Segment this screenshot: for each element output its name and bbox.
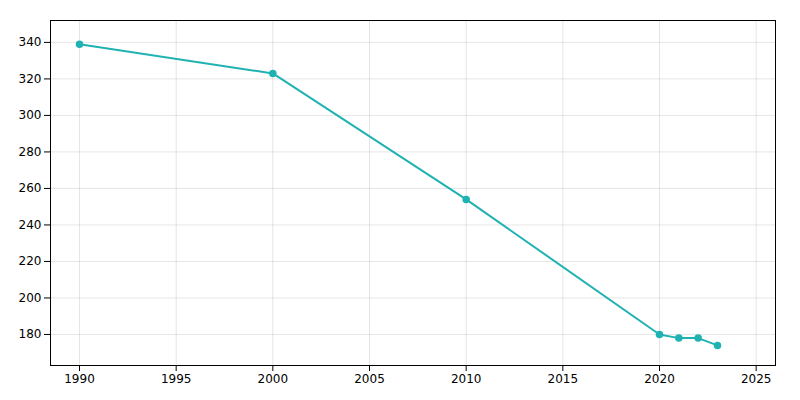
svg-text:320: 320 — [19, 72, 42, 86]
svg-text:1990: 1990 — [64, 372, 95, 386]
svg-text:2010: 2010 — [451, 372, 482, 386]
svg-text:200: 200 — [19, 291, 42, 305]
svg-text:2000: 2000 — [258, 372, 289, 386]
svg-text:2005: 2005 — [354, 372, 385, 386]
svg-text:240: 240 — [19, 218, 42, 232]
svg-text:300: 300 — [19, 108, 42, 122]
svg-text:2015: 2015 — [548, 372, 579, 386]
svg-text:1995: 1995 — [161, 372, 192, 386]
svg-text:220: 220 — [19, 254, 42, 268]
svg-text:180: 180 — [19, 327, 42, 341]
svg-text:2020: 2020 — [644, 372, 675, 386]
svg-text:340: 340 — [19, 35, 42, 49]
svg-text:280: 280 — [19, 145, 42, 159]
svg-text:2025: 2025 — [741, 372, 772, 386]
svg-text:260: 260 — [19, 181, 42, 195]
